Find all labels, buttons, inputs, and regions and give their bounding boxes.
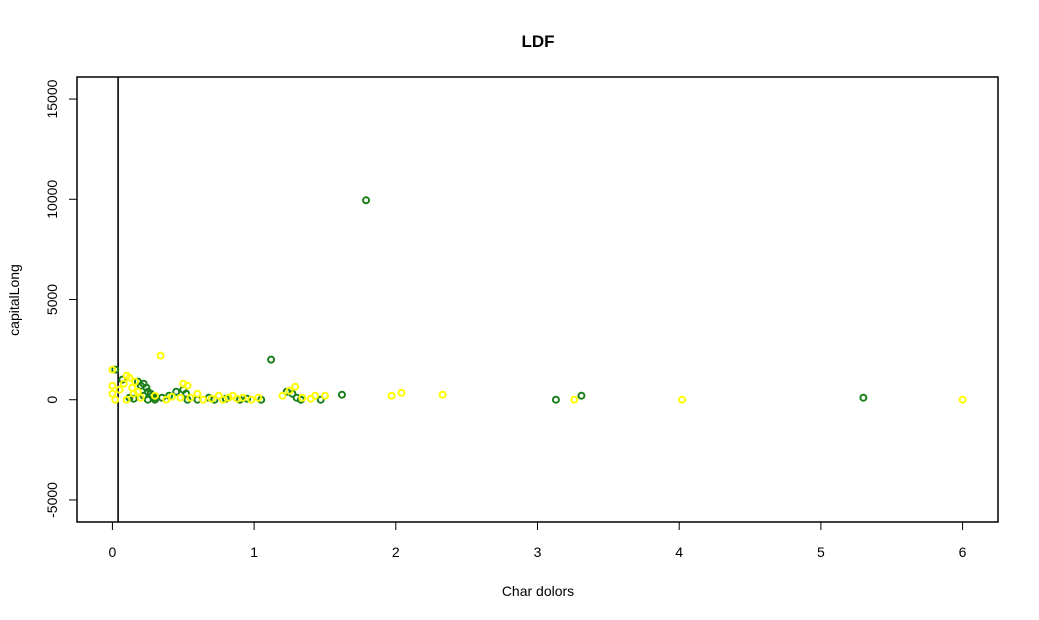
x-tick-label: 1	[250, 544, 258, 560]
data-point	[199, 395, 208, 404]
y-tick-label: -5000	[44, 482, 60, 518]
data-point	[167, 392, 176, 401]
data-point	[238, 393, 247, 402]
x-tick-label: 4	[675, 544, 683, 560]
data-point	[267, 355, 276, 364]
data-point	[172, 387, 181, 396]
data-point	[108, 381, 117, 390]
data-point	[298, 393, 307, 402]
data-point	[285, 386, 294, 395]
data-point	[143, 395, 152, 404]
x-axis-label: Char dolors	[502, 583, 574, 599]
data-point	[243, 394, 252, 403]
data-point	[142, 383, 151, 392]
data-point	[859, 393, 868, 402]
data-point	[570, 395, 579, 404]
data-point	[316, 395, 325, 404]
y-tick-label: 5000	[44, 284, 60, 315]
data-point	[162, 395, 171, 404]
data-point	[119, 379, 128, 388]
data-point	[678, 395, 687, 404]
data-point	[133, 387, 142, 396]
data-point	[362, 196, 371, 205]
data-point	[551, 395, 560, 404]
data-point	[397, 388, 406, 397]
data-point	[207, 394, 216, 403]
data-point	[125, 373, 134, 382]
data-point	[958, 395, 967, 404]
data-point	[108, 389, 117, 398]
data-point	[438, 390, 447, 399]
data-point	[111, 365, 120, 374]
data-point	[183, 381, 192, 390]
data-point	[115, 385, 124, 394]
y-tick-label: 10000	[44, 180, 60, 219]
chart-title: LDF	[521, 32, 554, 51]
y-tick-label: 15000	[44, 79, 60, 118]
y-axis-label: capitalLong	[6, 264, 22, 336]
data-point	[150, 391, 159, 400]
data-point	[320, 391, 329, 400]
y-axis: -5000 0 5000 10000 15000	[44, 79, 78, 518]
x-tick-label: 2	[392, 544, 400, 560]
x-tick-label: 0	[109, 544, 117, 560]
x-tick-label: 6	[959, 544, 967, 560]
data-point	[254, 393, 263, 402]
data-point	[577, 391, 586, 400]
data-point	[122, 395, 131, 404]
data-point	[278, 391, 287, 400]
data-point	[108, 365, 117, 374]
x-tick-label: 5	[817, 544, 825, 560]
data-point	[150, 395, 159, 404]
data-point	[311, 391, 320, 400]
data-points	[108, 196, 967, 404]
data-point	[176, 393, 185, 402]
data-point	[214, 391, 223, 400]
data-point	[247, 395, 256, 404]
y-tick-label: 0	[44, 396, 60, 404]
data-point	[136, 393, 145, 402]
data-point	[337, 390, 346, 399]
plot-box	[76, 76, 999, 523]
data-point	[111, 395, 120, 404]
x-tick-label: 3	[534, 544, 542, 560]
data-point	[118, 375, 127, 384]
data-point	[291, 382, 300, 391]
data-point	[156, 351, 165, 360]
data-point	[131, 377, 140, 386]
data-point	[186, 393, 195, 402]
data-point	[193, 389, 202, 398]
data-point	[387, 391, 396, 400]
x-axis: 0 1 2 3 4 5 6	[109, 521, 967, 560]
